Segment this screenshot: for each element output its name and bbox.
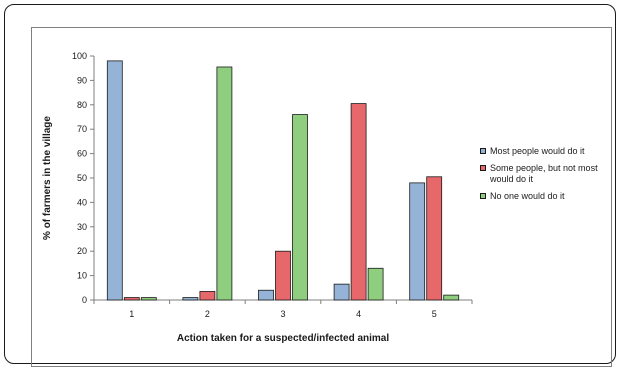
legend-item-none: No one would do it xyxy=(480,191,620,202)
bar xyxy=(123,297,140,301)
bar xyxy=(106,60,123,301)
bar xyxy=(350,103,367,301)
x-tick-label: 4 xyxy=(356,309,361,319)
legend-label-some: Some people, but not most would do it xyxy=(490,163,598,184)
y-tick-label: 50 xyxy=(77,173,87,183)
bar xyxy=(182,297,199,301)
y-tick-label: 100 xyxy=(72,51,87,61)
bar xyxy=(426,176,443,301)
y-tick-label: 40 xyxy=(77,197,87,207)
bar xyxy=(333,283,350,301)
legend-swatch-some xyxy=(480,165,486,171)
y-tick-label: 60 xyxy=(77,149,87,159)
bar xyxy=(140,297,157,301)
bar xyxy=(258,289,274,301)
legend-item-most: Most people would do it xyxy=(480,146,620,157)
y-axis-title: % of farmers in the village xyxy=(42,116,53,240)
y-tick-label: 80 xyxy=(77,100,87,110)
bar xyxy=(216,66,233,301)
bar xyxy=(409,182,426,301)
legend-label-most: Most people would do it xyxy=(490,146,585,156)
y-tick-label: 30 xyxy=(77,222,87,232)
bar-chart: 0 10 20 30 40 50 60 70 80 90 100 1 2 3 4 5 Action taken … xyxy=(42,51,473,344)
legend: Most people would do it Some people, but… xyxy=(480,146,620,208)
y-tick-label: 0 xyxy=(82,295,87,305)
x-axis-title: Action taken for a suspected/infected an… xyxy=(177,333,389,344)
y-tick-label: 10 xyxy=(77,271,87,281)
bar xyxy=(367,267,384,301)
x-tick-label: 2 xyxy=(205,309,210,319)
bar xyxy=(292,114,308,301)
legend-swatch-most xyxy=(480,148,486,154)
legend-item-some: Some people, but not most would do it xyxy=(480,163,620,185)
bar xyxy=(199,291,216,301)
bar xyxy=(275,250,291,301)
bar xyxy=(443,294,460,301)
y-tick-label: 70 xyxy=(77,124,87,134)
y-tick-label: 20 xyxy=(77,246,87,256)
legend-label-none: No one would do it xyxy=(490,191,565,201)
y-tick-label: 90 xyxy=(77,75,87,85)
x-tick-label: 3 xyxy=(280,309,285,319)
legend-swatch-none xyxy=(480,193,486,199)
x-tick-label: 5 xyxy=(432,309,437,319)
x-tick-label: 1 xyxy=(129,309,134,319)
